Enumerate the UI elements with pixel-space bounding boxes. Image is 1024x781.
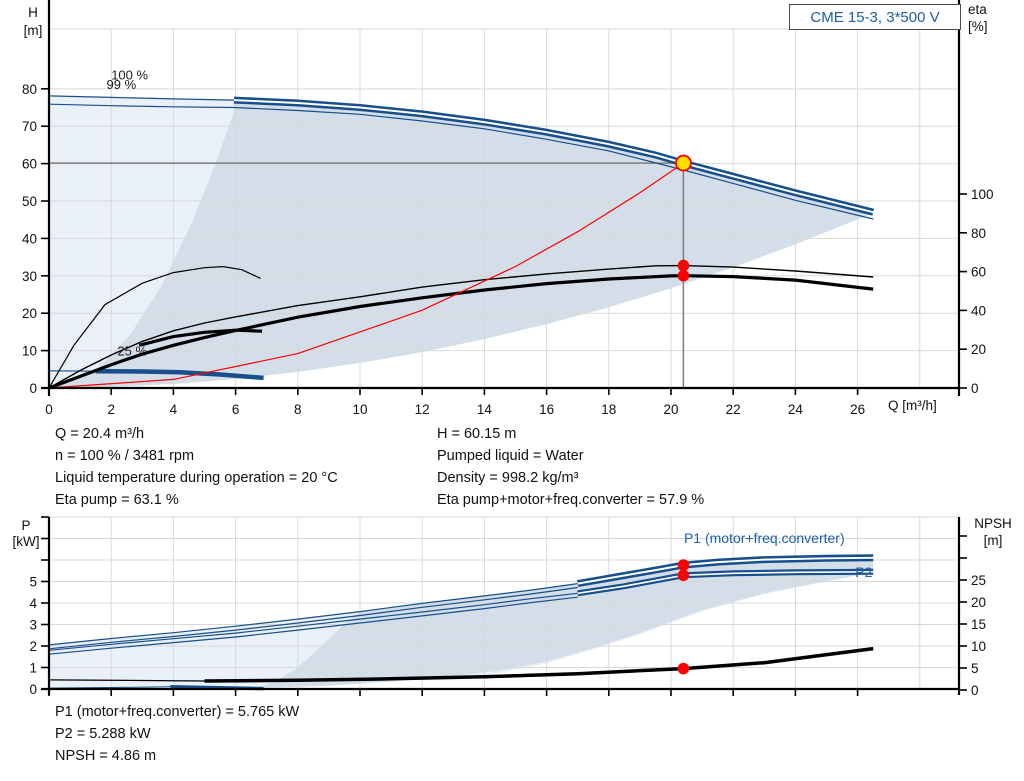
- qh-curve-25pct-thick: [95, 368, 264, 381]
- axis-text: 25 %: [117, 343, 147, 358]
- operating-envelope-dark: [49, 100, 874, 388]
- axis-text: P1 (motor+freq.converter): [684, 530, 845, 546]
- p2-curve-thin-upper: [48, 592, 578, 651]
- axis-text: 2: [107, 402, 115, 417]
- system-curve: [48, 162, 684, 389]
- axis-text: 0: [971, 381, 979, 396]
- info-line: Liquid temperature during operation = 20…: [55, 470, 338, 486]
- axis-text: 24: [788, 402, 804, 417]
- axis-text: 99 %: [107, 77, 137, 92]
- axis-text: 8: [294, 402, 302, 417]
- axis-text: 20: [22, 306, 37, 321]
- pump-model-label: CME 15-3, 3*500 V: [810, 8, 940, 26]
- axis-text: 20: [971, 342, 986, 357]
- axis-text: 15: [971, 617, 986, 632]
- info-line: P2 = 5.288 kW: [55, 726, 151, 742]
- eta-pump-25pct-curve: [48, 265, 261, 389]
- axis-text: 10: [352, 402, 367, 417]
- duty-point[interactable]: [675, 154, 692, 172]
- axis-text: 3: [29, 618, 37, 633]
- axis-text: 70: [22, 119, 37, 134]
- axis-text: 20: [663, 402, 678, 417]
- axis-text: Q [m³/h]: [888, 398, 937, 413]
- eta-pump-point: [677, 259, 690, 272]
- axis-text: 100: [971, 187, 994, 202]
- axis-text: [m]: [24, 23, 43, 38]
- p1-curve-thin-upper: [48, 583, 578, 646]
- axis-text: 25: [971, 573, 986, 588]
- p1-curve-thin-lower: [48, 586, 578, 650]
- npsh-point: [677, 662, 690, 675]
- eta-total-25pct-curve: [138, 328, 263, 347]
- duty-info-right: H = 60.15 m Pumped liquid = Water Density …: [437, 423, 704, 511]
- axis-text: [%]: [968, 19, 988, 34]
- qh-curve-99pct-thin: [48, 103, 235, 109]
- pump-model-badge: CME 15-3, 3*500 V: [789, 4, 961, 30]
- axis-text: 10: [971, 639, 986, 654]
- npsh-curve-thick: [204, 646, 874, 683]
- axis-text: 80: [971, 226, 986, 241]
- axis-text: 60: [22, 157, 37, 172]
- axis-text: 50: [22, 194, 37, 209]
- info-line: Eta pump = 63.1 %: [55, 492, 179, 508]
- axis-text: 14: [477, 402, 493, 417]
- axis-text: 26: [850, 402, 865, 417]
- info-line: NPSH = 4.86 m: [55, 748, 157, 764]
- info-line: Eta pump+motor+freq.converter = 57.9 %: [437, 492, 705, 508]
- axis-text: 0: [29, 381, 37, 396]
- axis-text: P2: [855, 564, 872, 580]
- power-envelope-dark: [254, 557, 874, 689]
- axis-text: 100 %: [111, 67, 148, 82]
- duty-info-left: Q = 20.4 m³/h n = 100 % / 3481 rpm Liquid …: [55, 423, 338, 511]
- axis-text: 1: [29, 661, 37, 676]
- axis-text: [kW]: [13, 534, 40, 549]
- axis-text: 2: [29, 639, 37, 654]
- qh-curve-100pct-thin: [48, 95, 235, 101]
- axis-text: 5: [971, 661, 979, 676]
- axis-text: 30: [22, 269, 37, 284]
- axis-text: 0: [29, 682, 37, 697]
- info-line: H = 60.15 m: [437, 426, 517, 442]
- axis-text: P: [21, 518, 30, 533]
- axis-text: 80: [22, 82, 37, 97]
- info-line: Density = 998.2 kg/m³: [437, 470, 579, 486]
- power-npsh-chart: 0 1 2 3 4 5 0 5 10 15 20 25 P[kW] NPSH [m] P1 (motor+fr…: [13, 516, 1012, 698]
- eta-total-curve: [48, 274, 874, 390]
- axis-text: 22: [726, 402, 741, 417]
- qh-curve-100pct-thick-core: [233, 99, 874, 214]
- info-line: Q = 20.4 m³/h: [55, 426, 145, 442]
- axis-text: 6: [232, 402, 240, 417]
- eta-total-point: [677, 269, 690, 282]
- axis-text: 5: [29, 575, 37, 590]
- qh-eta-chart: 0 2 4 6 8 10 12 14 16 18 20 22 24 2601020304050607080…: [22, 0, 994, 417]
- axis-text: 10: [22, 344, 37, 359]
- p1-curve-thick-core: [577, 556, 874, 585]
- info-line: n = 100 % / 3481 rpm: [55, 448, 195, 464]
- axis-text: 16: [539, 402, 554, 417]
- axis-text: [m]: [984, 533, 1003, 548]
- axis-text: 0: [45, 402, 53, 417]
- qh-curve-99pct-ext: [233, 106, 874, 220]
- axis-text: 4: [29, 596, 37, 611]
- p2-curve-thin-lower: [48, 596, 578, 655]
- axis-text: 12: [415, 402, 430, 417]
- p2-point: [677, 569, 690, 582]
- axis-text: 4: [170, 402, 178, 417]
- axis-text: 40: [971, 303, 986, 318]
- axis-text: 18: [601, 402, 616, 417]
- axis-text: 40: [22, 231, 37, 246]
- npsh-curve-thin: [48, 679, 205, 682]
- power-npsh-info: P1 (motor+freq.converter) = 5.765 kW P2 =…: [55, 701, 299, 767]
- info-line: Pumped liquid = Water: [437, 448, 584, 464]
- axis-text: 60: [971, 265, 986, 280]
- axis-text: 20: [971, 595, 986, 610]
- axis-text: H: [28, 5, 38, 20]
- p1-point: [677, 559, 690, 571]
- axis-text: 0: [971, 683, 979, 698]
- eta-pump-curve: [48, 264, 874, 389]
- axis-text: eta: [968, 2, 987, 17]
- info-line: P1 (motor+freq.converter) = 5.765 kW: [55, 704, 300, 720]
- axis-text: NPSH: [974, 516, 1012, 531]
